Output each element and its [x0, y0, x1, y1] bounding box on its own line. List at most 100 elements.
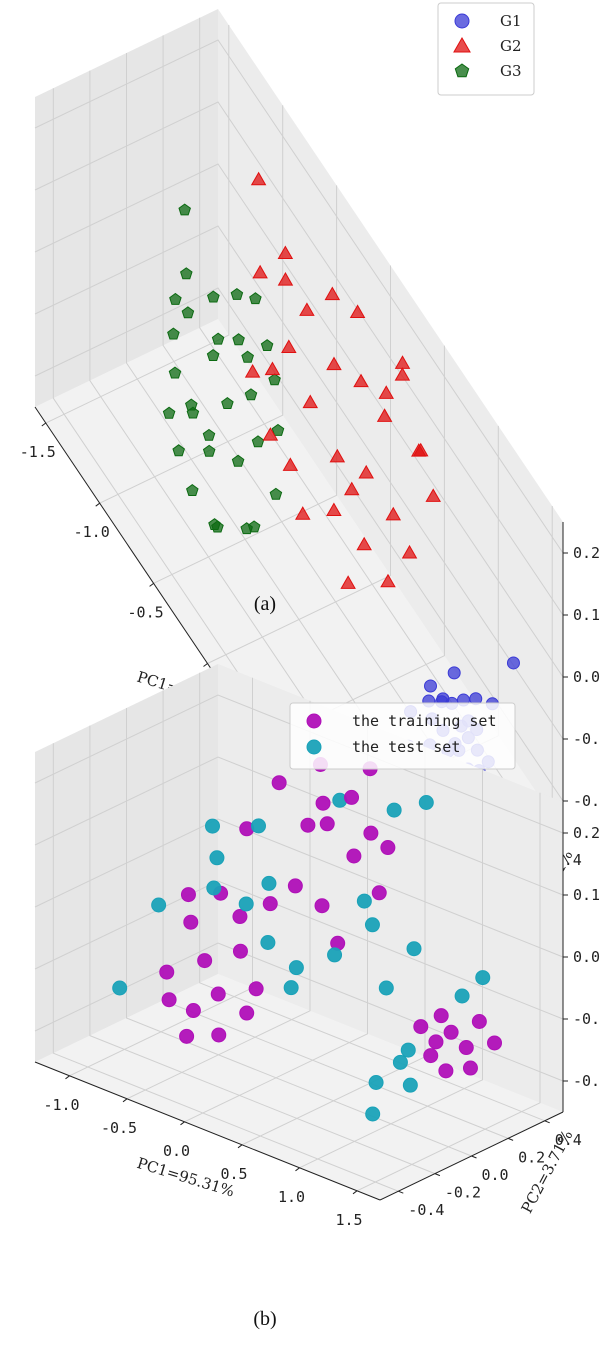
data-point-g2: [394, 367, 411, 381]
y-tick-mark: [398, 1190, 404, 1194]
data-point-g3: [206, 348, 220, 361]
data-point-g2: [344, 481, 360, 496]
data-point-g3: [167, 327, 180, 340]
z-grid-line: [34, 694, 564, 834]
data-point-g3: [268, 373, 281, 386]
x-tick-label: 0.0: [163, 1142, 190, 1160]
data-point-g2: [329, 448, 346, 463]
data-point-g3: [221, 396, 234, 409]
data-point-the-test-set: [283, 980, 299, 996]
data-point-g3: [207, 290, 220, 303]
data-point-the-test-set: [151, 897, 167, 913]
data-point-g3: [244, 388, 258, 401]
z-tick-label: 0.2: [573, 544, 600, 562]
data-point-the-training-set: [210, 986, 226, 1002]
data-point-g2: [425, 488, 441, 502]
data-point-the-training-set: [262, 896, 278, 912]
data-point-g2: [281, 339, 297, 354]
data-point-the-test-set: [364, 917, 380, 933]
y-tick-mark: [471, 1155, 477, 1159]
z-grid-line: [34, 756, 564, 896]
data-point-g3: [169, 292, 182, 305]
data-point-the-training-set: [380, 840, 396, 856]
data-point-g3: [232, 333, 245, 346]
panel-caption: (b): [253, 1308, 276, 1330]
data-point-g3: [251, 435, 265, 448]
data-point-the-test-set: [261, 875, 277, 891]
data-point-g2: [353, 373, 369, 388]
x-axis-line: [34, 1061, 381, 1201]
z-grid-line: [34, 225, 564, 740]
z-tick-label: -0.2: [573, 1072, 600, 1090]
x-tick-label: -0.5: [128, 603, 164, 621]
y-grid-line: [126, 708, 472, 1157]
panel-b: -1.0-0.50.00.51.01.5-0.4-0.20.00.20.4-0.…: [34, 664, 600, 1330]
data-point-the-training-set: [159, 964, 175, 980]
data-point-g3: [260, 339, 274, 351]
x-tick-label: 1.0: [278, 1188, 305, 1206]
data-point-g2: [385, 506, 402, 521]
data-point-the-training-set: [413, 1019, 429, 1035]
data-point-g2: [294, 506, 311, 520]
data-point-the-training-set: [179, 1028, 195, 1044]
z-tick-label: 0.1: [573, 886, 600, 904]
data-point-g2: [262, 427, 279, 441]
legend-marker-g2: [453, 36, 471, 53]
x-tick-mark: [180, 1121, 185, 1126]
z-tick-label: 0.1: [573, 606, 600, 624]
x-grid-line: [153, 185, 338, 584]
data-point-the-test-set: [386, 802, 402, 818]
x-tick-label: 0.5: [220, 1165, 247, 1183]
y-grid-line: [199, 17, 546, 842]
legend: the training set the test set: [289, 702, 516, 770]
legend-marker-g3: [454, 63, 470, 78]
legend: G1 G2 G3: [437, 2, 535, 96]
data-points: [112, 757, 503, 1122]
data-point-the-training-set: [180, 887, 196, 903]
data-point-the-test-set: [356, 893, 372, 909]
data-point-g2: [244, 364, 261, 378]
legend-label-g3: G3: [500, 62, 522, 80]
data-point-g2: [252, 264, 268, 279]
data-point-the-training-set: [443, 1024, 459, 1040]
data-point-the-test-set: [454, 988, 470, 1004]
data-point-g2: [299, 302, 315, 316]
data-point-g3: [230, 287, 244, 300]
y-axis-label: PC2=3.71%: [518, 1127, 577, 1216]
data-point-g3: [269, 487, 283, 500]
z-tick-label: -0.1: [573, 1010, 600, 1028]
data-point-g2: [378, 385, 395, 399]
data-point-the-test-set: [205, 818, 220, 834]
z-grid-line: [34, 880, 564, 1020]
data-point-the-training-set: [438, 1063, 454, 1079]
data-point-the-test-set: [378, 980, 394, 996]
z-tick-label: 0.0: [573, 948, 600, 966]
data-point-the-training-set: [433, 1008, 449, 1024]
data-point-g3: [211, 332, 225, 345]
data-point-g2: [401, 544, 418, 559]
z-tick-label: -0.2: [573, 792, 600, 810]
data-point-g3: [180, 267, 193, 280]
data-point-g1: [506, 656, 520, 670]
data-point-g2: [250, 171, 267, 186]
z-grid-line: [34, 39, 564, 554]
y-tick-mark: [434, 1173, 441, 1177]
data-point-g3: [240, 522, 253, 535]
x-tick-mark: [65, 1075, 70, 1080]
x-tick-label: -1.0: [43, 1096, 79, 1114]
x-grid-line: [356, 792, 541, 1192]
y-tick-mark: [544, 1120, 550, 1124]
panel-caption: (a): [254, 593, 276, 615]
data-point-g3: [202, 444, 216, 457]
data-point-g3: [249, 292, 262, 305]
data-point-the-training-set: [487, 1035, 503, 1051]
data-point-the-training-set: [319, 816, 335, 832]
data-point-the-training-set: [197, 953, 213, 969]
x-grid-line: [45, 25, 230, 424]
data-point-g2: [376, 408, 393, 422]
x-grid-line: [299, 769, 483, 1169]
data-point-the-training-set: [300, 817, 316, 833]
legend-label-g2: G2: [500, 37, 522, 55]
data-point-the-test-set: [288, 960, 304, 976]
